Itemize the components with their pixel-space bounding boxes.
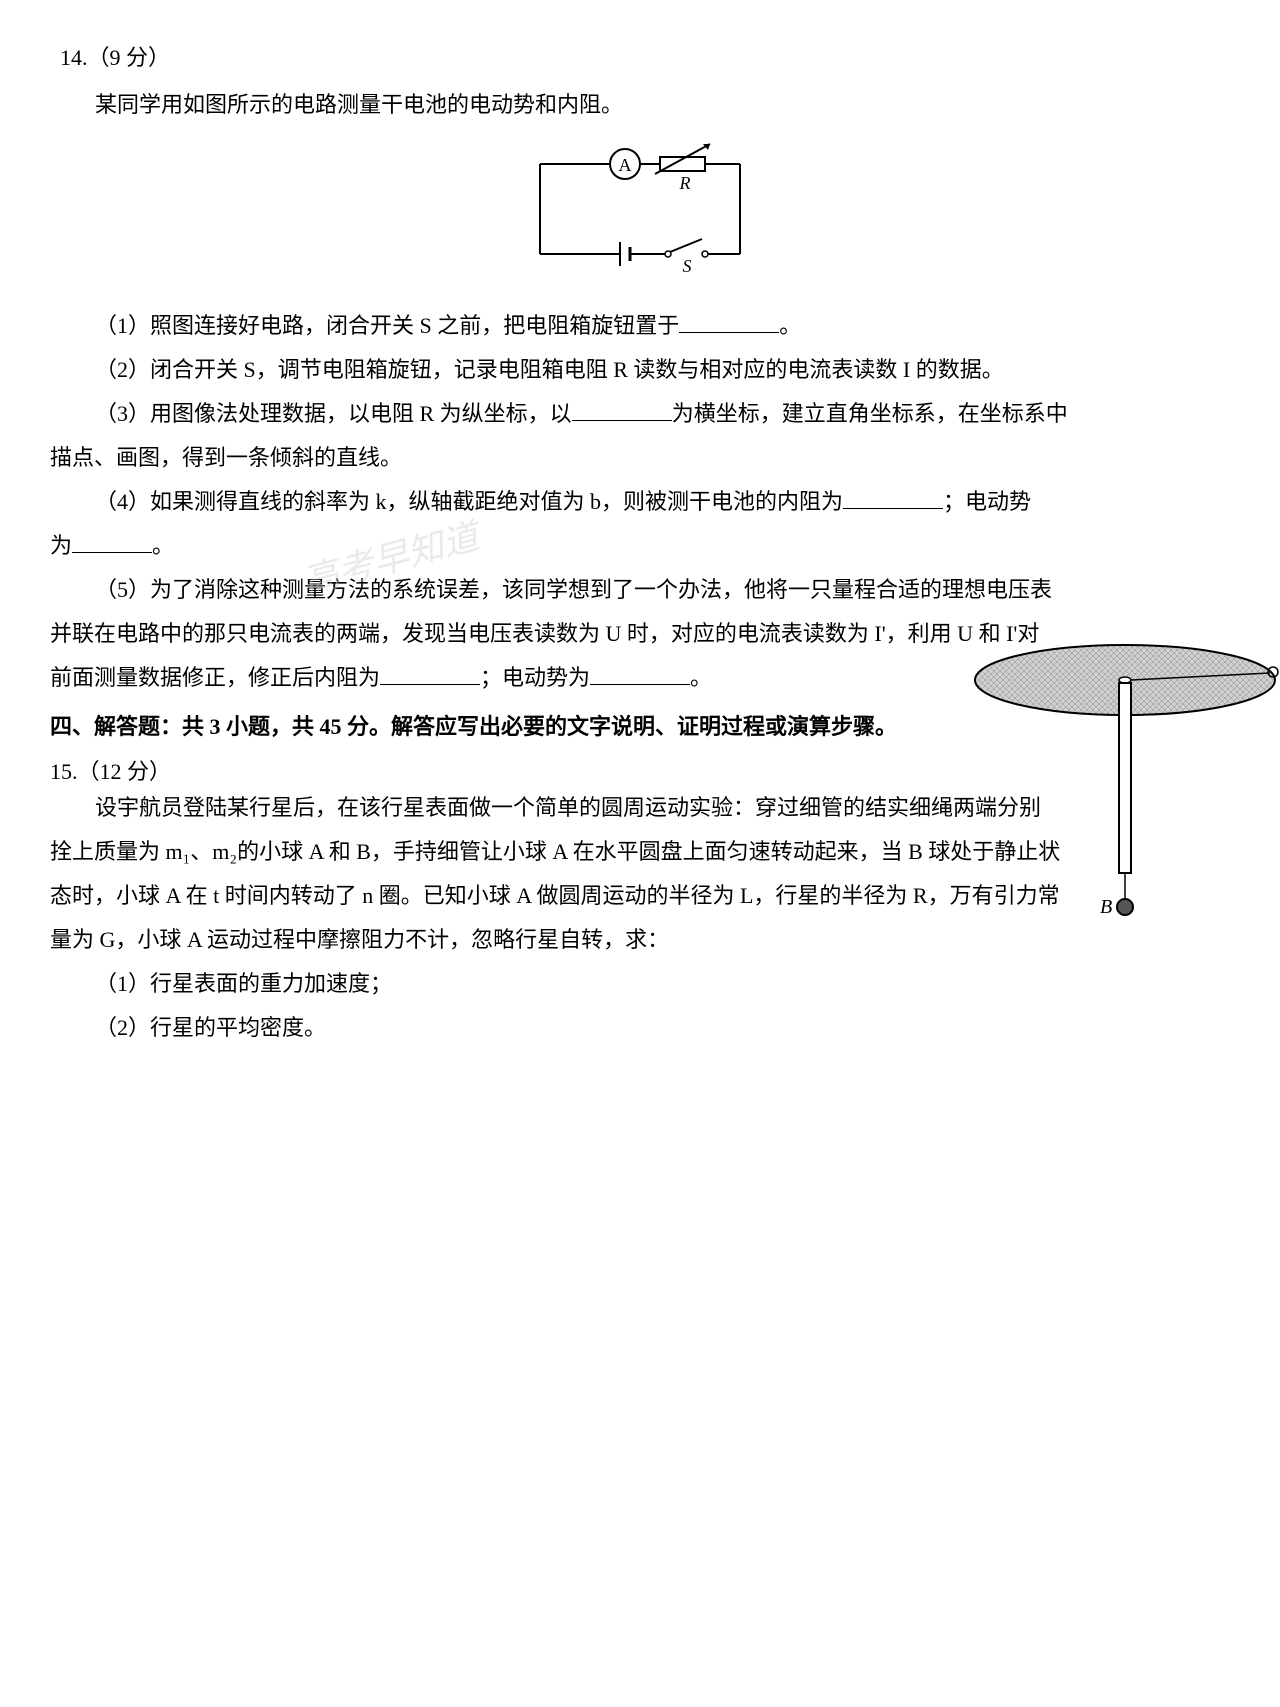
q14-sub4-cont-txt: 为 <box>50 533 72 558</box>
switch-label: S <box>683 256 692 274</box>
resistor-label: R <box>679 173 691 193</box>
blank-5 <box>380 663 480 685</box>
q15-sub1: （1）行星表面的重力加速度； <box>95 962 1230 1006</box>
q14-sub5-l1: （5）为了消除这种测量方法的系统误差，该同学想到了一个办法，他将一只量程合适的理… <box>95 568 1230 612</box>
q14-sub1-prefix: （1）照图连接好电路，闭合开关 S 之前，把电阻箱旋钮置于 <box>95 313 679 338</box>
q14-sub4-suffix: 。 <box>152 533 174 558</box>
q14-header: 14.（9 分） <box>60 40 1230 72</box>
blank-2 <box>572 399 672 421</box>
circuit-svg: A R S <box>520 134 760 274</box>
q14-sub2: （2）闭合开关 S，调节电阻箱旋钮，记录电阻箱电阻 R 读数与相对应的电流表读数… <box>95 348 1230 392</box>
q14-sub3-suffix: 为横坐标，建立直角坐标系，在坐标系中 <box>672 401 1068 426</box>
q14-sub1-suffix: 。 <box>779 313 801 338</box>
blank-4 <box>72 531 152 553</box>
q14-sub3: （3）用图像法处理数据，以电阻 R 为纵坐标，以 为横坐标，建立直角坐标系，在坐标… <box>95 392 1230 436</box>
q14-sub3-cont: 描点、画图，得到一条倾斜的直线。 <box>50 436 1230 480</box>
q14-sub5-l3-mid: ；电动势为 <box>480 665 590 690</box>
q14-sub4-prefix: （4）如果测得直线的斜率为 k，纵轴截距绝对值为 b，则被测干电池的内阻为 <box>95 489 843 514</box>
q14-intro: 某同学用如图所示的电路测量干电池的电动势和内阻。 <box>95 87 1230 119</box>
q14-sub1: （1）照图连接好电路，闭合开关 S 之前，把电阻箱旋钮置于 。 <box>95 304 1230 348</box>
q15-sub2: （2）行星的平均密度。 <box>95 1006 1230 1050</box>
blank-1 <box>679 311 779 333</box>
q14-sub4-cont: 为。 <box>50 524 1230 568</box>
planet-svg: A B <box>970 635 1280 925</box>
label-B: B <box>1100 896 1112 918</box>
q14-sub5-l3-suffix: 。 <box>690 665 712 690</box>
blank-6 <box>590 663 690 685</box>
blank-3 <box>843 487 943 509</box>
ammeter-label: A <box>619 155 632 175</box>
circuit-diagram: A R S <box>50 134 1230 279</box>
q14-sub5-l3-prefix: 前面测量数据修正，修正后内阻为 <box>50 665 380 690</box>
planet-diagram: A B <box>970 635 1280 930</box>
q14-sub4-mid: ；电动势 <box>943 489 1031 514</box>
q14-sub4: （4）如果测得直线的斜率为 k，纵轴截距绝对值为 b，则被测干电池的内阻为 ；电动… <box>95 480 1230 524</box>
q14-sub3-prefix: （3）用图像法处理数据，以电阻 R 为纵坐标，以 <box>95 401 572 426</box>
